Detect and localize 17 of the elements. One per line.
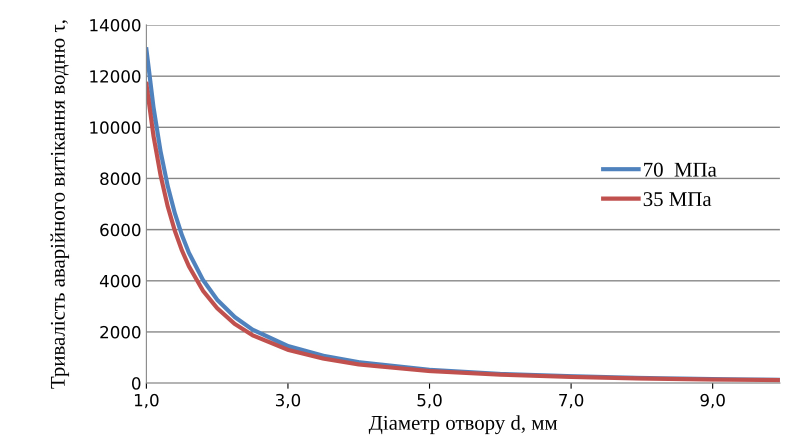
y-tick-label: 10000 bbox=[90, 121, 140, 134]
y-tick-label: 12000 bbox=[90, 70, 140, 83]
x-axis-title: Діаметр отвору d, мм bbox=[368, 415, 558, 434]
legend-label: 70 МПа bbox=[644, 162, 717, 177]
legend-label: 35 МПа bbox=[644, 192, 712, 206]
x-tick-label: 3,0 bbox=[276, 394, 300, 408]
y-axis-title: Тривалість аварійного витікання водню τ, bbox=[50, 20, 70, 389]
x-tick-label: 7,0 bbox=[559, 394, 584, 408]
y-tick-label: 6000 bbox=[100, 224, 140, 236]
y-tick-label: 0 bbox=[132, 377, 140, 390]
y-tick-label: 2000 bbox=[100, 326, 140, 339]
y-tick-label: 14000 bbox=[90, 18, 140, 32]
x-tick-label: 1,0 bbox=[134, 394, 159, 408]
x-tick-label: 5,0 bbox=[418, 394, 442, 408]
y-tick-label: 4000 bbox=[100, 274, 140, 288]
x-tick-label: 9,0 bbox=[700, 394, 725, 408]
y-tick-label: 8000 bbox=[100, 172, 140, 186]
